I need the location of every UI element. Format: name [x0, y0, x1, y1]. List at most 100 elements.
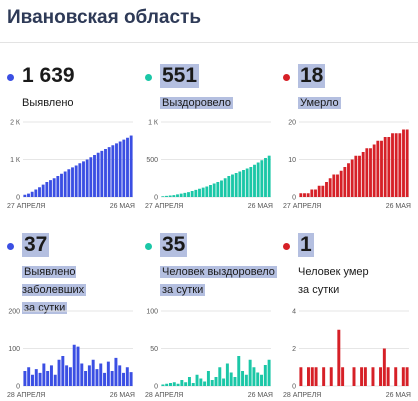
- y-tick-label: 100: [8, 346, 20, 353]
- bar: [99, 363, 103, 386]
- bar: [194, 189, 198, 197]
- y-tick-label: 2 К: [10, 120, 21, 127]
- bar: [72, 344, 76, 386]
- chart-recovered-daily: 0 50 100 28 АПРЕЛЯ 26 МАЯ: [145, 305, 275, 400]
- bar: [237, 356, 241, 386]
- bar: [107, 147, 111, 197]
- bar: [41, 184, 45, 197]
- bar: [165, 195, 168, 197]
- bar: [87, 365, 91, 386]
- bar: [328, 178, 332, 197]
- stat-value: 551: [160, 64, 200, 88]
- stat-label-line: за сутки: [160, 284, 206, 296]
- chart-recovered-total: 0 500 1 К 27 АПРЕЛЯ 26 МАЯ: [145, 116, 275, 211]
- bar: [358, 155, 361, 197]
- bar: [307, 367, 310, 386]
- bar: [95, 369, 99, 386]
- bar: [231, 174, 234, 197]
- bar: [264, 158, 267, 197]
- bar: [84, 371, 88, 386]
- bar: [252, 367, 256, 386]
- y-tick-label: 200: [8, 309, 20, 316]
- bar: [337, 329, 341, 386]
- stat-label-line: Человек выздоровело: [160, 266, 277, 278]
- bar: [85, 159, 89, 197]
- bar: [299, 367, 303, 386]
- page-title: Ивановская область: [7, 7, 202, 28]
- bar: [191, 383, 195, 386]
- bar: [394, 367, 398, 386]
- bar: [256, 162, 260, 197]
- bar: [60, 173, 63, 197]
- bar: [52, 178, 56, 197]
- y-tick-label: 0: [16, 195, 20, 202]
- bar: [343, 167, 347, 197]
- y-tick-label: 1 К: [148, 120, 159, 127]
- bar: [210, 380, 214, 386]
- red-dot-icon: [283, 74, 290, 81]
- bar: [183, 192, 187, 197]
- x-start-label: 28 АПРЕЛЯ: [7, 392, 45, 399]
- bar: [233, 377, 237, 386]
- bar: [103, 372, 107, 386]
- bar: [49, 365, 53, 386]
- bar: [241, 371, 245, 386]
- bar: [179, 193, 183, 197]
- bar: [238, 171, 242, 197]
- bar-chart: 0 2 4 28 АПРЕЛЯ 26 МАЯ: [283, 309, 411, 400]
- x-start-label: 27 АПРЕЛЯ: [145, 203, 183, 210]
- bar: [76, 346, 80, 386]
- y-tick-label: 4: [292, 309, 296, 316]
- bar: [347, 163, 350, 197]
- bar: [267, 155, 271, 197]
- bar: [372, 144, 376, 197]
- bar: [299, 193, 303, 197]
- bar: [310, 367, 314, 386]
- bar: [339, 170, 343, 197]
- bar: [122, 372, 125, 386]
- bar: [180, 380, 184, 386]
- blue-dot-icon: [7, 74, 14, 81]
- bar: [78, 163, 82, 197]
- bar: [234, 173, 238, 197]
- bar: [401, 367, 405, 386]
- bar: [306, 193, 310, 197]
- stat-value: 1 639: [22, 64, 75, 87]
- bar: [199, 378, 203, 386]
- bar: [212, 183, 216, 197]
- bar: [198, 188, 201, 197]
- bar: [91, 359, 95, 386]
- bar: [209, 185, 212, 197]
- bar: [71, 167, 74, 197]
- bar: [402, 129, 405, 197]
- y-tick-label: 100: [146, 309, 158, 316]
- y-tick-label: 0: [154, 384, 158, 391]
- bar: [104, 149, 107, 197]
- stat-value: 18: [298, 64, 326, 88]
- chart-deaths-daily: 0 2 4 28 АПРЕЛЯ 26 МАЯ: [283, 305, 413, 400]
- bar-chart: 0 10 20 27 АПРЕЛЯ 26 МАЯ: [283, 120, 411, 211]
- x-start-label: 28 АПРЕЛЯ: [283, 392, 321, 399]
- bar: [67, 169, 71, 197]
- bar: [63, 171, 67, 197]
- bar: [361, 152, 365, 197]
- bar: [363, 367, 367, 386]
- bar: [405, 367, 409, 386]
- bar: [249, 167, 253, 197]
- bar: [303, 193, 306, 197]
- bar: [376, 140, 380, 197]
- bar: [332, 174, 336, 197]
- bar: [387, 137, 391, 197]
- bar: [260, 160, 264, 197]
- bar: [369, 148, 372, 197]
- bar: [125, 367, 129, 386]
- bar: [34, 369, 38, 386]
- stat-label: Выявлено: [22, 94, 142, 112]
- bar: [201, 187, 205, 197]
- bar: [222, 378, 226, 386]
- y-tick-label: 500: [146, 157, 158, 164]
- bar: [225, 363, 229, 386]
- bar: [220, 180, 223, 197]
- bar: [126, 137, 129, 197]
- bar: [184, 382, 188, 386]
